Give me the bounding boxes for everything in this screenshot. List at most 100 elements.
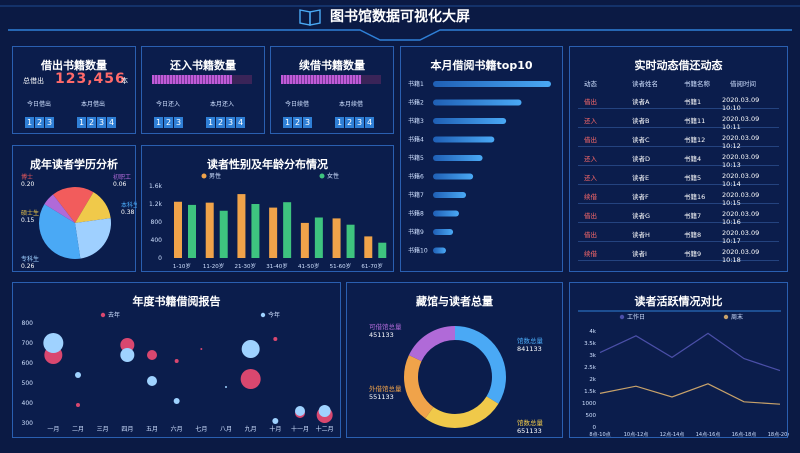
return-today-label: 今日还入: [156, 101, 181, 108]
table-cell: 2020.03.09 10:16: [722, 210, 760, 226]
x-tick-label: 21-30岁: [235, 262, 256, 270]
y-tick-label: 3k: [589, 353, 596, 359]
bar: [332, 218, 341, 258]
table-row: 续借 读者I 书籍9 2020.03.09 10:18: [578, 244, 779, 264]
column-header: 动态: [584, 80, 597, 88]
table-cell: 书籍16: [684, 193, 706, 201]
collection-title: 藏馆与读者总量: [416, 295, 493, 308]
collection-donut-chart: 馆数总量841133馆数总量651133外借馆总量551133可借馆总量4511…: [369, 322, 544, 435]
y-tick-label: 0: [158, 255, 162, 262]
top10-bar: [433, 229, 454, 235]
pie-value: 0.20: [21, 181, 35, 188]
digit: 1: [77, 117, 86, 128]
donut-value: 651133: [517, 427, 542, 435]
donut-label: 馆数总量: [517, 336, 544, 345]
table-cell: 读者D: [632, 155, 651, 163]
annual-panel: 年度书籍借阅报告 去年 今年 800 700 600 500 400 300 一月 二月 三月 四月 五…: [12, 282, 341, 438]
donut-value: 551133: [369, 393, 394, 401]
borrow-total-label: 总借出: [23, 77, 44, 85]
return-progress-bar: [152, 75, 252, 84]
table-row: 借出 读者G 书籍7 2020.03.09 10:16: [578, 206, 779, 226]
digit: 3: [97, 117, 106, 128]
bubble: [240, 369, 261, 389]
table-cell: 还入: [584, 117, 597, 125]
table-row: 还入 读者B 书籍11 2020.03.09 10:11: [578, 111, 779, 131]
borrow-today-label: 今日借出: [27, 101, 52, 108]
table-cell: 书籍1: [684, 98, 702, 106]
top10-title: 本月借阅书籍top10: [430, 59, 533, 72]
top10-bar: [433, 118, 507, 124]
x-tick-label: 12点-14点: [660, 432, 685, 437]
borrow-title: 借出书籍数量: [41, 59, 107, 72]
top10-category-label: 书籍7: [408, 191, 424, 199]
bubble: [173, 398, 180, 404]
top10-bar: [433, 99, 522, 106]
x-tick-label: 十一月: [291, 425, 309, 433]
bar: [283, 202, 292, 258]
education-panel: 成年读者学历分析 博士 0.20 硕士生 0.15 专科生 0.26 本科生 0.38 初职工 0…: [12, 145, 137, 272]
digit: 3: [226, 117, 235, 128]
gender-age-panel: 读者性别及年龄分布情况 男性 女性 1.6k 1.2k 800 400 0 1-10岁 11-2…: [141, 145, 394, 272]
y-tick-label: 1000: [582, 401, 596, 407]
digit: 1: [25, 117, 34, 128]
table-cell: 书籍11: [684, 117, 706, 125]
legend-dot: [201, 173, 207, 179]
legend-label: 工作日: [627, 313, 645, 321]
digit: 3: [303, 117, 312, 128]
top10-bar: [433, 192, 467, 198]
table-cell: 还入: [584, 155, 597, 163]
top10-bar: [433, 136, 495, 143]
bubble: [200, 348, 203, 350]
bubble: [43, 333, 64, 353]
top10-category-label: 书籍4: [408, 136, 424, 144]
digit: 1: [335, 117, 344, 128]
top10-category-label: 书籍6: [408, 173, 424, 181]
realtime-title: 实时动态借还动态: [634, 59, 723, 72]
x-tick-label: 10点-12点: [624, 432, 649, 437]
table-cell: 2020.03.09 10:14: [722, 172, 760, 188]
pie-value: 0.06: [113, 181, 127, 188]
digit: 2: [164, 117, 173, 128]
renew-title: 续借书籍数量: [299, 59, 365, 72]
top10-category-label: 书籍1: [408, 80, 424, 88]
legend-label: 周末: [731, 313, 743, 321]
table-cell: 读者I: [632, 250, 647, 258]
table-cell: 读者F: [632, 193, 649, 201]
pie-slice: [44, 194, 75, 223]
pie-label: 硕士生: [21, 209, 39, 217]
y-tick-label: 4k: [589, 329, 596, 335]
table-cell: 读者E: [632, 174, 650, 182]
y-tick-label: 800: [151, 219, 163, 226]
table-cell: 读者H: [632, 231, 650, 239]
activity-line-chart: 工作日 周末 4k 3.5k 3k 2.5k 2k 1.5k 1000 500 08点-10点 10点…: [578, 310, 789, 437]
bubble: [174, 359, 179, 363]
y-tick-label: 2k: [589, 377, 596, 383]
top10-category-label: 书籍3: [408, 117, 424, 125]
y-tick-label: 800: [22, 320, 34, 327]
x-tick-label: 十月: [269, 425, 281, 433]
pie-label: 专科生: [21, 255, 39, 263]
bubble: [318, 405, 331, 417]
legend-dot: [260, 312, 266, 318]
bar: [269, 207, 278, 258]
legend-dot: [723, 314, 729, 320]
x-tick-label: 六月: [171, 425, 183, 433]
return-month-label: 本月还入: [210, 101, 235, 108]
donut-segment: [404, 326, 506, 428]
table-cell: 读者G: [632, 212, 651, 220]
pie-value: 0.15: [21, 217, 35, 224]
bubble: [273, 337, 278, 341]
x-tick-label: 11-20岁: [203, 262, 224, 270]
table-cell: 2020.03.09 10:18: [722, 248, 760, 264]
digit: 1: [154, 117, 163, 128]
annual-bubble-chart: 去年 今年 800 700 600 500 400 300 一月 二月 三月 四月 五月 六月 七月 八月 九月…: [22, 311, 334, 433]
bar: [251, 204, 260, 258]
bar: [219, 210, 228, 258]
y-tick-label: 0: [593, 425, 597, 431]
pie-label: 本科生: [121, 201, 137, 209]
pie-slice: [75, 192, 111, 223]
bar: [300, 222, 309, 258]
